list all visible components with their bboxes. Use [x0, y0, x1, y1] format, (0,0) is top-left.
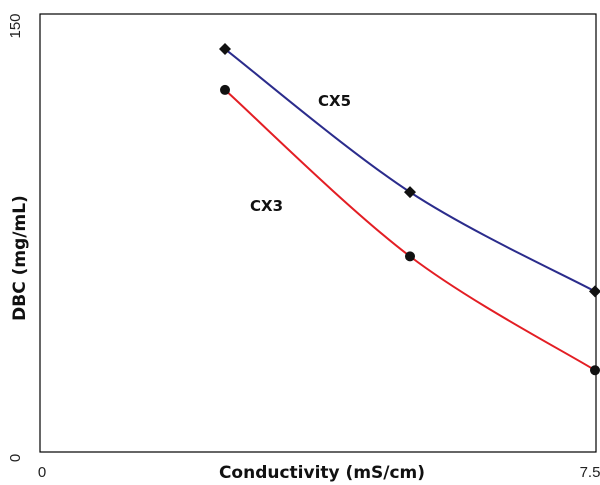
- series-line-cx3: [224, 89, 596, 372]
- data-point-cx5-2: [589, 285, 600, 298]
- series-label-cx5: CX5: [318, 92, 351, 110]
- data-point-cx5-0: [219, 43, 231, 56]
- plot-frame: [39, 13, 597, 453]
- x-tick-label-end: 7.5: [580, 464, 600, 481]
- data-point-cx3-1: [405, 251, 415, 262]
- series-markers: [219, 43, 600, 376]
- x-tick-label-start: 0: [38, 464, 46, 481]
- y-axis-label: DBC (mg/mL): [10, 195, 30, 321]
- x-axis-label: Conductivity (mS/cm): [219, 463, 425, 483]
- series-label-cx3: CX3: [250, 197, 283, 215]
- data-point-cx3-0: [220, 84, 230, 95]
- y-tick-label-bottom: 0: [7, 454, 24, 462]
- y-tick-label-top: 150: [7, 13, 24, 38]
- data-point-cx3-2: [590, 365, 600, 376]
- data-point-cx5-1: [404, 186, 416, 199]
